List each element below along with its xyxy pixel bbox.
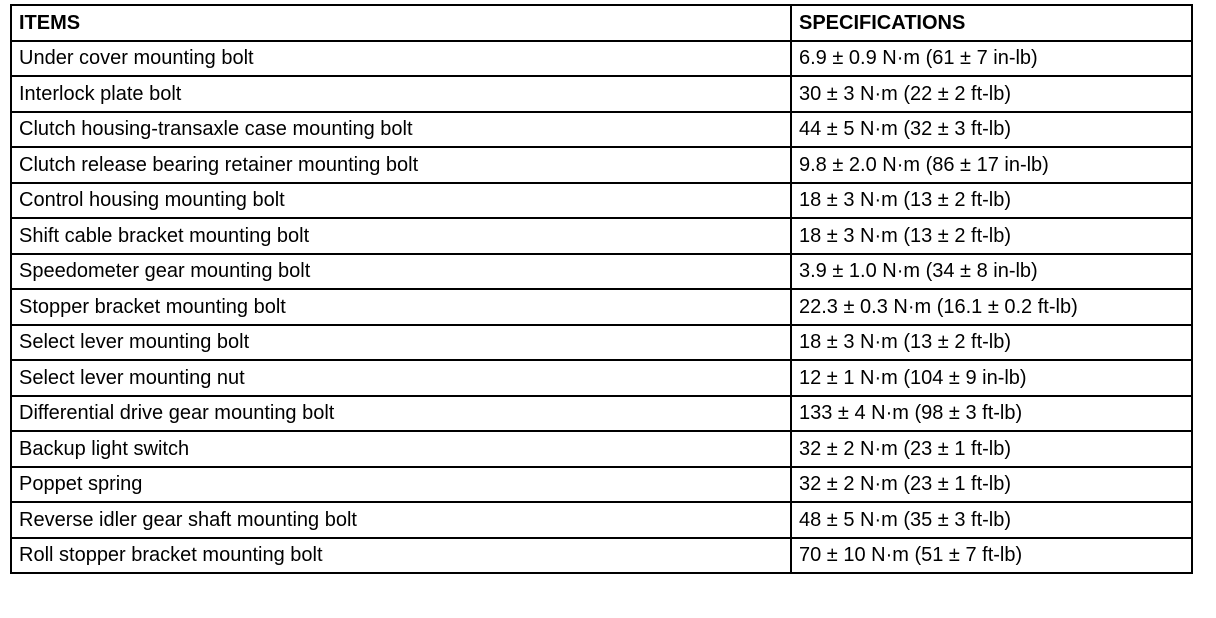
table-row: Interlock plate bolt 30 ± 3 N·m (22 ± 2 f… — [10, 75, 1193, 113]
item-cell: Speedometer gear mounting bolt — [10, 252, 792, 290]
item-cell: Backup light switch — [10, 430, 792, 468]
spec-cell: 18 ± 3 N·m (13 ± 2 ft-lb) — [790, 217, 1193, 255]
item-cell: Poppet spring — [10, 465, 792, 503]
spec-cell: 44 ± 5 N·m (32 ± 3 ft-lb) — [790, 110, 1193, 148]
table-row: Speedometer gear mounting bolt 3.9 ± 1.0 … — [10, 252, 1193, 290]
spec-cell: 70 ± 10 N·m (51 ± 7 ft-lb) — [790, 536, 1193, 574]
spec-cell: 12 ± 1 N·m (104 ± 9 in-lb) — [790, 359, 1193, 397]
item-cell: Shift cable bracket mounting bolt — [10, 217, 792, 255]
spec-cell: 18 ± 3 N·m (13 ± 2 ft-lb) — [790, 323, 1193, 361]
table-row: Stopper bracket mounting bolt 22.3 ± 0.3 … — [10, 288, 1193, 326]
table-row: Differential drive gear mounting bolt 133… — [10, 394, 1193, 432]
spec-cell: 3.9 ± 1.0 N·m (34 ± 8 in-lb) — [790, 252, 1193, 290]
table-row: Poppet spring 32 ± 2 N·m (23 ± 1 ft-lb) — [10, 465, 1193, 503]
table-row: Control housing mounting bolt 18 ± 3 N·m … — [10, 181, 1193, 219]
item-cell: Control housing mounting bolt — [10, 181, 792, 219]
table-row: Clutch housing-transaxle case mounting b… — [10, 110, 1193, 148]
header-items: ITEMS — [10, 4, 792, 42]
spec-cell: 9.8 ± 2.0 N·m (86 ± 17 in-lb) — [790, 146, 1193, 184]
table-row: Backup light switch 32 ± 2 N·m (23 ± 1 ft… — [10, 430, 1193, 468]
spec-cell: 6.9 ± 0.9 N·m (61 ± 7 in-lb) — [790, 39, 1193, 77]
item-cell: Select lever mounting nut — [10, 359, 792, 397]
spec-cell: 48 ± 5 N·m (35 ± 3 ft-lb) — [790, 501, 1193, 539]
item-cell: Clutch housing-transaxle case mounting b… — [10, 110, 792, 148]
spec-cell: 32 ± 2 N·m (23 ± 1 ft-lb) — [790, 430, 1193, 468]
item-cell: Stopper bracket mounting bolt — [10, 288, 792, 326]
table-row: Under cover mounting bolt 6.9 ± 0.9 N·m (… — [10, 39, 1193, 77]
table-row: Clutch release bearing retainer mounting… — [10, 146, 1193, 184]
item-cell: Interlock plate bolt — [10, 75, 792, 113]
spec-cell: 133 ± 4 N·m (98 ± 3 ft-lb) — [790, 394, 1193, 432]
item-cell: Roll stopper bracket mounting bolt — [10, 536, 792, 574]
table-row: Select lever mounting nut 12 ± 1 N·m (104… — [10, 359, 1193, 397]
table-row: Roll stopper bracket mounting bolt 70 ± 1… — [10, 536, 1193, 574]
item-cell: Under cover mounting bolt — [10, 39, 792, 77]
header-specifications: SPECIFICATIONS — [790, 4, 1193, 42]
spec-cell: 30 ± 3 N·m (22 ± 2 ft-lb) — [790, 75, 1193, 113]
item-cell: Differential drive gear mounting bolt — [10, 394, 792, 432]
table-row: Select lever mounting bolt 18 ± 3 N·m (13… — [10, 323, 1193, 361]
item-cell: Clutch release bearing retainer mounting… — [10, 146, 792, 184]
table-row: Reverse idler gear shaft mounting bolt 48… — [10, 501, 1193, 539]
spec-cell: 22.3 ± 0.3 N·m (16.1 ± 0.2 ft-lb) — [790, 288, 1193, 326]
table-row: Shift cable bracket mounting bolt 18 ± 3 … — [10, 217, 1193, 255]
item-cell: Reverse idler gear shaft mounting bolt — [10, 501, 792, 539]
spec-cell: 32 ± 2 N·m (23 ± 1 ft-lb) — [790, 465, 1193, 503]
torque-spec-table: ITEMS SPECIFICATIONS Under cover mountin… — [10, 4, 1193, 574]
item-cell: Select lever mounting bolt — [10, 323, 792, 361]
spec-cell: 18 ± 3 N·m (13 ± 2 ft-lb) — [790, 181, 1193, 219]
header-row: ITEMS SPECIFICATIONS — [10, 4, 1193, 42]
